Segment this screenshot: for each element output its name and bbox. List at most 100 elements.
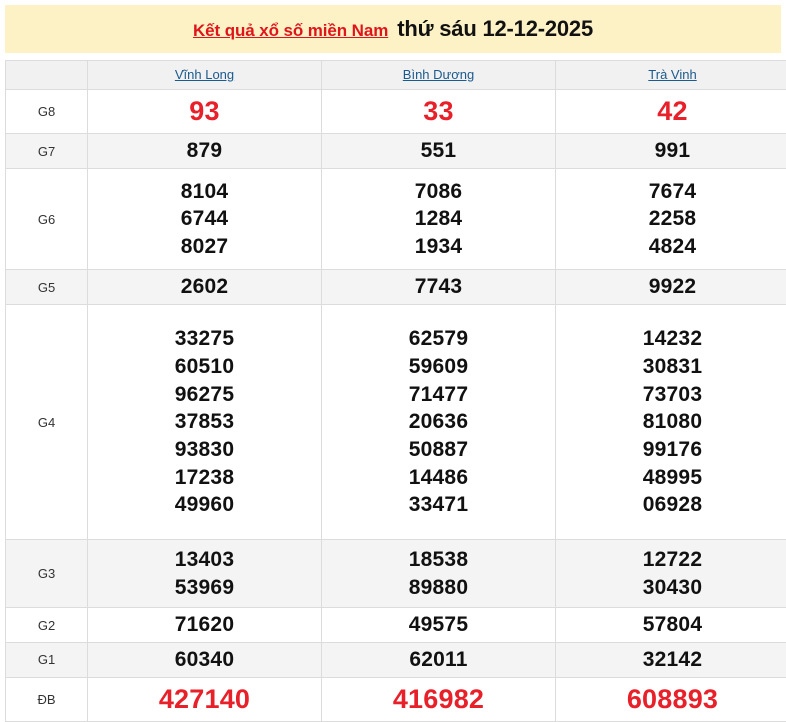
prize-number: 53969	[174, 575, 235, 599]
prize-number: 608893	[626, 683, 719, 714]
prize-row-g6: G6 8104 6744 8027 7086 1284 1934 7674 2258 4824	[5, 167, 786, 271]
prize-number: 42	[657, 95, 688, 126]
prize-number: 14232	[642, 327, 703, 351]
prize-row-đb: ĐB 427140 416982 608893	[5, 676, 786, 722]
prize-cell: 32142	[555, 642, 786, 678]
prize-cell: 71620	[87, 607, 322, 644]
prize-cell: 60340	[87, 642, 322, 678]
prize-label: G6	[5, 167, 88, 271]
prize-row-g1: G1 60340 62011 32142	[5, 642, 786, 678]
prize-row-g5: G5 2602 7743 9922	[5, 269, 786, 306]
prize-number: 59609	[408, 354, 469, 378]
prize-cell: 551	[321, 133, 556, 169]
prize-number: 62011	[409, 648, 468, 672]
prize-number: 71477	[408, 382, 469, 406]
prize-cell: 13403 53969	[87, 539, 322, 609]
prize-number: 13403	[174, 548, 235, 572]
prize-number: 33	[423, 95, 454, 126]
prize-cell: 18538 89880	[321, 539, 556, 609]
prize-cell: 33275 60510 96275 37853 93830 17238 49960	[87, 304, 322, 541]
prize-number: 1284	[414, 207, 463, 231]
prize-number: 73703	[642, 382, 703, 406]
page-title: Kết quả xổ số miền Nam thứ sáu 12-12-202…	[193, 16, 593, 42]
prize-label: ĐB	[5, 676, 88, 722]
prize-number: 32142	[642, 648, 703, 672]
column-header-row: Vĩnh Long Bình Dương Trà Vinh	[5, 60, 786, 90]
result-date: thứ sáu 12-12-2025	[397, 16, 593, 41]
prize-number: 81080	[642, 410, 703, 434]
prize-number: 18538	[408, 548, 469, 572]
prize-label: G4	[5, 304, 88, 541]
prize-cell: 608893	[555, 676, 786, 722]
prize-cell: 12722 30430	[555, 539, 786, 609]
prize-number: 33471	[408, 493, 469, 517]
prize-cell: 7674 2258 4824	[555, 167, 786, 271]
prize-number: 96275	[174, 382, 235, 406]
prize-number: 9922	[648, 275, 697, 299]
prize-number: 7674	[648, 179, 697, 203]
prize-cell: 427140	[87, 676, 322, 722]
prize-cell: 2602	[87, 269, 322, 306]
prize-label: G7	[5, 133, 88, 169]
prize-number: 14486	[408, 465, 469, 489]
prize-number: 1934	[414, 234, 463, 258]
prize-number: 62579	[408, 327, 469, 351]
prize-cell: 62011	[321, 642, 556, 678]
prize-number: 60340	[174, 648, 235, 672]
prize-row-g8: G8 93 33 42	[5, 88, 786, 135]
prize-number: 89880	[408, 575, 469, 599]
prize-number: 57804	[642, 613, 703, 637]
prize-number: 48995	[642, 465, 703, 489]
lottery-results-table: Vĩnh Long Bình Dương Trà Vinh G8 93 33 42 G7…	[5, 60, 786, 722]
prize-number: 33275	[174, 327, 235, 351]
prize-number: 8104	[180, 179, 229, 203]
province-header-2: Trà Vinh	[555, 60, 786, 90]
prize-label: G2	[5, 607, 88, 644]
prize-number: 12722	[642, 548, 703, 572]
prize-label: G8	[5, 88, 88, 135]
page-title-band: Kết quả xổ số miền Nam thứ sáu 12-12-202…	[5, 5, 781, 53]
prize-cell: 42	[555, 88, 786, 135]
prize-number: 49575	[408, 613, 469, 637]
prize-cell: 8104 6744 8027	[87, 167, 322, 271]
prize-label: G3	[5, 539, 88, 609]
prize-number: 416982	[392, 683, 485, 714]
prize-number: 2258	[648, 207, 697, 231]
prize-cell: 57804	[555, 607, 786, 644]
prize-cell: 9922	[555, 269, 786, 306]
prize-number: 06928	[642, 493, 703, 517]
prize-number: 4824	[648, 234, 697, 258]
prize-label: G1	[5, 642, 88, 678]
prize-number: 551	[420, 139, 457, 163]
prize-cell: 879	[87, 133, 322, 169]
prize-number: 93	[189, 95, 220, 126]
prize-number: 60510	[174, 354, 235, 378]
table-head: Vĩnh Long Bình Dương Trà Vinh	[5, 60, 786, 90]
prize-row-g3: G3 13403 53969 18538 89880 12722 30430	[5, 539, 786, 609]
prize-number: 879	[186, 139, 223, 163]
prize-column-header	[5, 60, 88, 90]
province-link-0[interactable]: Vĩnh Long	[174, 67, 235, 82]
province-link-1[interactable]: Bình Dương	[402, 67, 475, 82]
prize-number: 6744	[180, 207, 229, 231]
prize-number: 7743	[414, 275, 463, 299]
prize-label: G5	[5, 269, 88, 306]
prize-row-g2: G2 71620 49575 57804	[5, 607, 786, 644]
prize-number: 30831	[642, 354, 703, 378]
province-header-1: Bình Dương	[321, 60, 556, 90]
prize-cell: 991	[555, 133, 786, 169]
prize-number: 30430	[642, 575, 703, 599]
prize-number: 49960	[174, 493, 235, 517]
prize-number: 71620	[174, 613, 235, 637]
prize-cell: 14232 30831 73703 81080 99176 48995 06928	[555, 304, 786, 541]
province-link-2[interactable]: Trà Vinh	[648, 67, 697, 82]
province-header-0: Vĩnh Long	[87, 60, 322, 90]
prize-cell: 62579 59609 71477 20636 50887 14486 33471	[321, 304, 556, 541]
table-body: G8 93 33 42 G7 879 551 991 G6 8104 6744 8027 7086 128…	[5, 88, 786, 722]
prize-number: 991	[654, 139, 691, 163]
prize-number: 2602	[180, 275, 229, 299]
prize-number: 7086	[414, 179, 463, 203]
lottery-region-link[interactable]: Kết quả xổ số miền Nam	[193, 21, 389, 40]
prize-cell: 49575	[321, 607, 556, 644]
